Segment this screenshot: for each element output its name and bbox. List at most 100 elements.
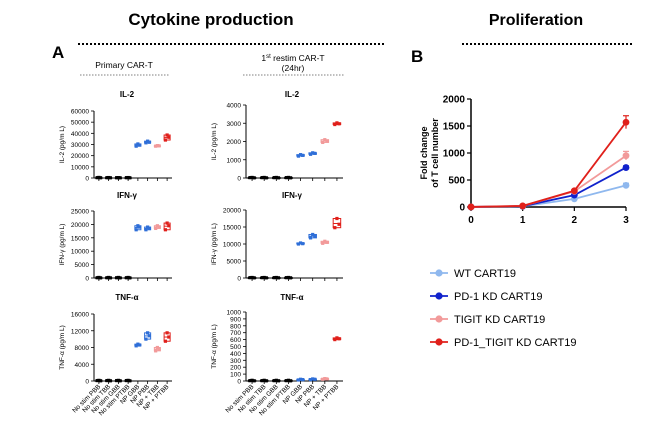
data-point — [262, 175, 266, 180]
data-point — [284, 276, 288, 280]
data-point — [144, 337, 148, 341]
data-point — [248, 176, 252, 180]
data-point — [284, 379, 288, 383]
panel-title: TNF-α — [280, 293, 303, 302]
data-group — [320, 138, 330, 145]
data-point — [311, 377, 315, 381]
panel-title: TNF-α — [115, 293, 138, 302]
data-group — [124, 175, 132, 180]
data-point — [137, 225, 142, 229]
data-point — [276, 276, 281, 280]
data-point — [118, 176, 122, 180]
data-group — [95, 275, 103, 280]
y-axis-label-line1: Fold change — [419, 126, 429, 179]
data-point — [144, 228, 148, 232]
data-point — [288, 276, 293, 280]
data-point — [136, 142, 140, 146]
data-point — [335, 336, 339, 340]
data-point — [298, 377, 303, 381]
data-group — [308, 377, 317, 382]
y-tick-label: 1000 — [227, 157, 242, 164]
data-point — [252, 276, 256, 280]
y-tick-label: 2000 — [227, 139, 242, 146]
data-point — [154, 349, 158, 353]
data-point — [146, 331, 150, 335]
y-tick-label: 25000 — [71, 209, 89, 216]
data-point — [301, 153, 305, 157]
data-point — [301, 378, 305, 382]
y-axis-label: Fold changeof T cell number — [419, 118, 440, 188]
data-point — [286, 378, 291, 382]
y-axis-label: IFN-γ (pg/m L) — [211, 223, 218, 265]
y-tick-label: 0 — [237, 176, 241, 183]
data-point — [313, 377, 317, 381]
data-point — [97, 175, 101, 180]
y-tick-label: 500 — [448, 176, 465, 187]
panel-title: IFN-γ — [282, 191, 303, 200]
data-group — [114, 378, 122, 383]
data-point — [622, 152, 630, 160]
y-tick-label: 5000 — [75, 262, 90, 269]
data-point — [337, 337, 341, 341]
data-group — [272, 175, 281, 180]
data-group — [124, 378, 132, 383]
data-point — [301, 242, 305, 246]
cytokine-panels: IL-20100002000030000400005000060000IL-2 … — [59, 90, 343, 417]
data-point — [260, 176, 264, 180]
y-tick-label: 2000 — [443, 95, 466, 106]
data-group — [153, 144, 161, 148]
y-tick-label: 100 — [230, 372, 241, 379]
data-point — [146, 225, 150, 229]
y-tick-label: 600 — [230, 337, 241, 344]
x-tick-label: 0 — [468, 215, 474, 226]
data-point — [313, 151, 317, 155]
data-group — [247, 378, 257, 383]
data-point — [333, 122, 337, 127]
legend-marker — [435, 292, 443, 300]
legend-item: PD-1 KD CART19 — [430, 291, 542, 303]
data-group — [296, 377, 305, 382]
data-point — [157, 144, 161, 148]
data-group — [284, 378, 293, 383]
data-point — [296, 242, 301, 246]
data-point — [124, 276, 129, 280]
data-point — [298, 153, 303, 157]
data-group — [259, 378, 269, 383]
data-point — [136, 224, 140, 228]
x-tick-label: 2 — [572, 215, 578, 226]
data-group — [272, 275, 281, 280]
legend: WT CART19 PD-1 KD CART19 TIGIT KD CART19 PD… — [430, 268, 576, 349]
data-point — [126, 378, 130, 382]
data-point — [264, 176, 268, 180]
data-point — [108, 379, 112, 383]
data-point — [124, 176, 129, 180]
data-group — [332, 121, 342, 127]
data-group — [296, 241, 305, 246]
data-group — [144, 225, 152, 232]
data-group — [308, 151, 317, 156]
data-group — [296, 153, 305, 158]
series-line — [470, 184, 627, 208]
legend-label: PD-1_TIGIT KD CART19 — [454, 337, 576, 349]
data-point — [252, 379, 256, 383]
column-title-restim-main: 1 — [261, 53, 266, 63]
y-tick-label: 0 — [459, 203, 465, 214]
legend-label: WT CART19 — [454, 268, 516, 280]
y-tick-label: 20000 — [223, 208, 241, 215]
data-group — [114, 176, 122, 180]
data-group — [124, 275, 132, 280]
y-tick-label: 50000 — [71, 120, 89, 127]
data-point — [276, 379, 281, 383]
y-axis-label: IL-2 (pg/m L) — [211, 123, 218, 160]
data-point — [335, 216, 339, 221]
data-point — [128, 379, 132, 383]
data-point — [286, 275, 291, 280]
data-point — [97, 378, 101, 382]
data-group — [134, 224, 142, 232]
data-group — [163, 133, 171, 142]
y-tick-label: 800 — [230, 323, 241, 330]
data-point — [116, 176, 120, 180]
data-point — [165, 133, 169, 137]
y-axis-label: TNF-α (pg/m L) — [59, 325, 66, 370]
panel-title: IFN-γ — [117, 191, 138, 200]
